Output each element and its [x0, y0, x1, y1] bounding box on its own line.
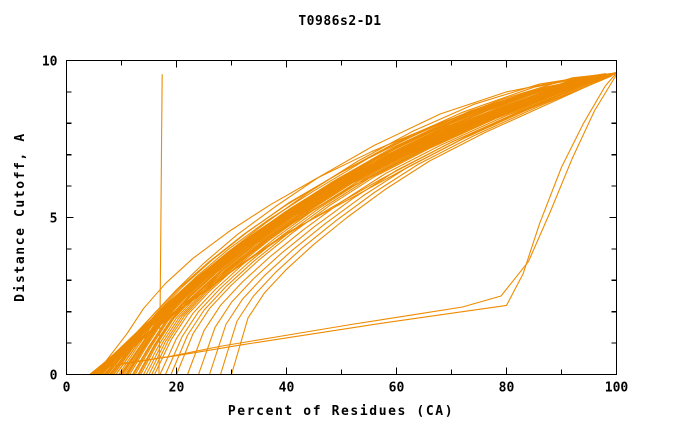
series-line	[158, 74, 163, 376]
y-tick-label: 10	[42, 55, 58, 70]
page-title: T0986s2-D1	[298, 14, 382, 29]
series-line	[91, 72, 618, 376]
series-line	[126, 72, 618, 376]
series-line	[93, 72, 618, 376]
series-line	[119, 72, 618, 376]
series-line	[197, 72, 618, 376]
series-line	[230, 72, 618, 376]
series-line	[95, 72, 618, 376]
series-line	[101, 74, 601, 376]
series-line	[208, 72, 618, 376]
x-tick-label: 0	[63, 381, 71, 396]
series-line	[90, 72, 618, 376]
series-line	[96, 72, 618, 376]
y-axis-label: Distance Cutoff, A	[13, 132, 28, 302]
series-line	[104, 73, 612, 376]
series-line	[118, 72, 618, 376]
series-line	[108, 72, 618, 376]
series-line	[113, 72, 618, 376]
series-line	[96, 72, 618, 376]
series-line	[175, 72, 618, 376]
series-line	[107, 72, 618, 376]
series-line	[127, 72, 618, 376]
series-line	[148, 74, 612, 376]
series-line	[90, 72, 618, 376]
series-line	[98, 75, 601, 376]
series-line	[122, 72, 618, 376]
series-line	[186, 71, 618, 376]
series-line	[115, 74, 618, 366]
series-line	[106, 72, 618, 376]
series-line	[129, 72, 618, 376]
series-line	[112, 72, 618, 376]
series-line	[93, 72, 618, 376]
series-line	[90, 72, 618, 376]
series-line	[159, 72, 618, 376]
series-line	[164, 72, 618, 376]
x-axis-label: Percent of Residues (CA)	[228, 404, 454, 419]
axis-frame	[65, 59, 618, 376]
series-line	[170, 72, 618, 376]
series-line	[120, 72, 618, 365]
series-line	[219, 75, 612, 376]
x-tick-label: 60	[389, 381, 405, 396]
y-tick-label: 0	[50, 369, 58, 384]
series-line	[140, 76, 604, 376]
y-tick-label: 5	[50, 212, 58, 227]
series-group	[89, 71, 618, 376]
series-line	[123, 72, 618, 376]
series-line	[138, 76, 602, 376]
series-line	[137, 77, 601, 376]
x-tick-label: 100	[605, 381, 629, 396]
series-line	[142, 75, 607, 376]
x-tick-label: 80	[499, 381, 515, 396]
series-line	[105, 72, 618, 376]
series-line	[96, 72, 618, 376]
x-tick-label: 40	[279, 381, 295, 396]
series-line	[133, 78, 597, 376]
tick-labels: 0 20 40 60 80 100 0 5 10	[42, 55, 629, 396]
x-tick-label: 20	[169, 381, 185, 396]
series-line	[125, 72, 618, 376]
series-line	[89, 73, 607, 376]
series-line	[94, 72, 618, 376]
series-line	[100, 74, 607, 376]
